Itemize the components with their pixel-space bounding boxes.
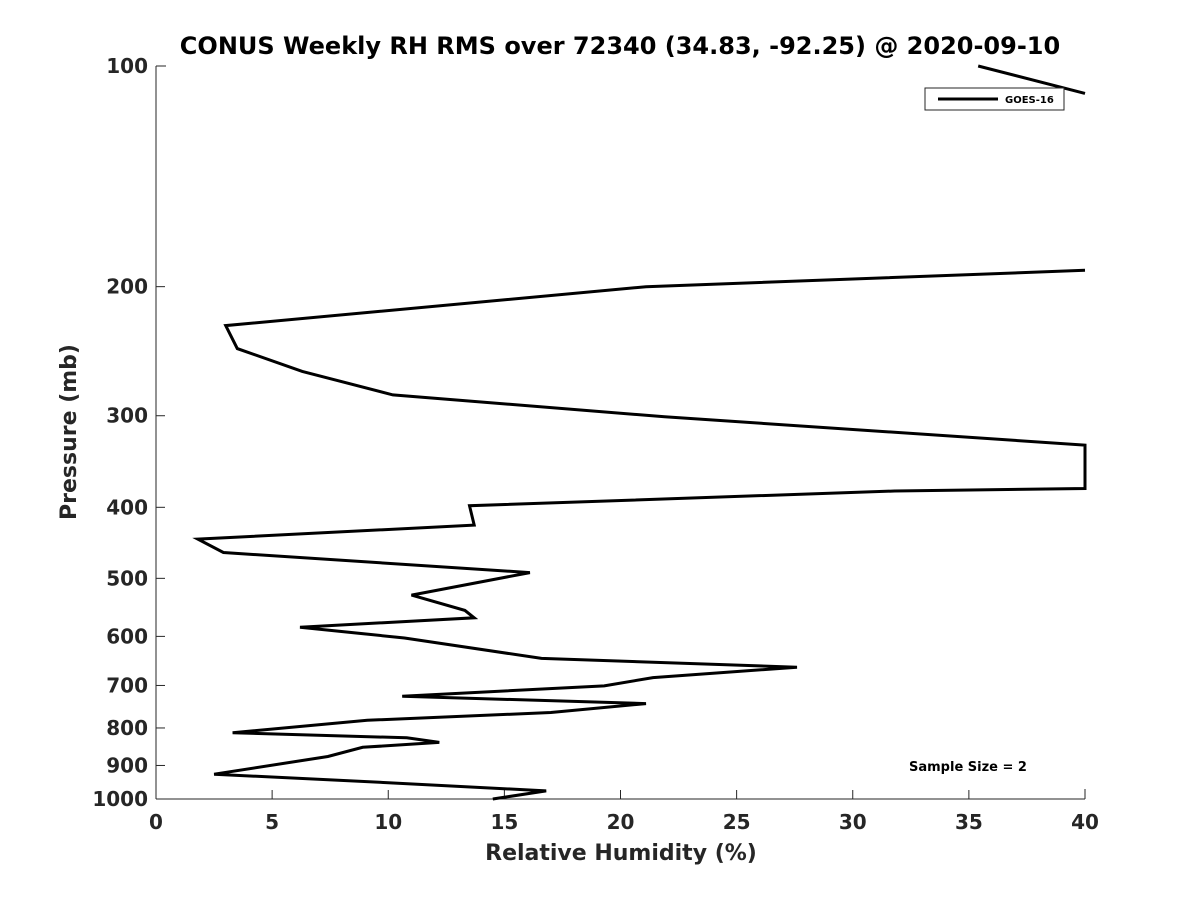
x-tick-label: 10 [374, 810, 402, 834]
y-tick-label: 300 [106, 404, 148, 428]
y-axis-label: Pressure (mb) [57, 344, 82, 520]
legend-label-goes-16: GOES-16 [1005, 95, 1054, 106]
x-tick-label: 35 [955, 810, 983, 834]
sample-size-annotation: Sample Size = 2 [909, 760, 1027, 775]
chart-title: CONUS Weekly RH RMS over 72340 (34.83, -… [180, 32, 1060, 60]
series-layer [192, 64, 1087, 801]
y-tick-label: 800 [106, 716, 148, 740]
series-line-goes-16-upper [977, 64, 1086, 95]
y-tick-label: 900 [106, 753, 148, 777]
x-tick-label: 20 [607, 810, 635, 834]
x-tick-label: 15 [490, 810, 518, 834]
y-tick-label: 1000 [92, 787, 148, 811]
x-tick-label: 30 [839, 810, 867, 834]
legend: GOES-16 [924, 87, 1065, 111]
x-axis-label: Relative Humidity (%) [485, 841, 757, 866]
y-axis-ticks: 100 200 300 400 500 600 700 800 900 1000 [92, 54, 165, 811]
y-tick-label: 500 [106, 566, 148, 590]
x-axis-ticks: 0 5 10 15 20 25 30 35 40 [149, 790, 1099, 834]
y-tick-label: 100 [106, 54, 148, 78]
y-tick-label: 200 [106, 275, 148, 299]
x-tick-label: 25 [723, 810, 751, 834]
y-tick-label: 400 [106, 495, 148, 519]
x-tick-label: 0 [149, 810, 163, 834]
x-tick-label: 5 [265, 810, 279, 834]
y-tick-label: 700 [106, 673, 148, 697]
x-tick-label: 40 [1071, 810, 1099, 834]
y-tick-label: 600 [106, 624, 148, 648]
series-line-goes-16 [192, 268, 1087, 801]
